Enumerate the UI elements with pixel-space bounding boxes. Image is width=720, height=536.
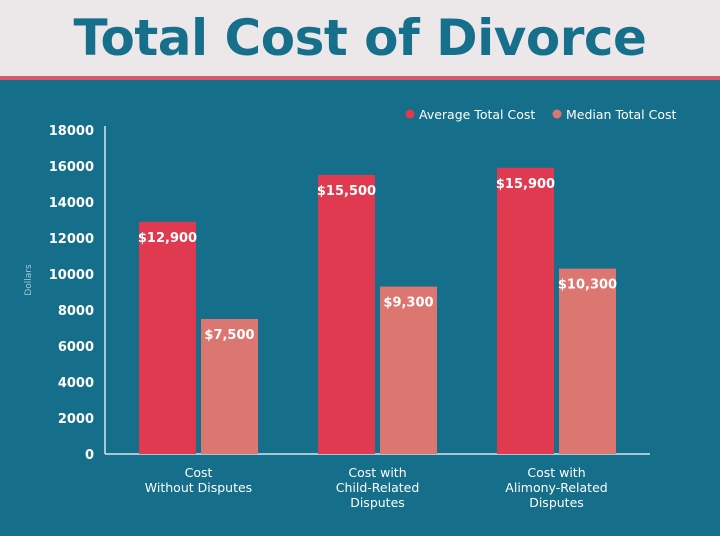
legend-label: Median Total Cost <box>566 107 676 122</box>
y-tick-label: 18000 <box>49 124 94 139</box>
legend-label: Average Total Cost <box>419 107 535 122</box>
title-divider <box>0 76 720 80</box>
x-tick-label: Alimony-Related <box>505 480 607 495</box>
x-tick-label: Child-Related <box>336 480 420 495</box>
bar-average <box>318 175 375 454</box>
y-tick-label: 16000 <box>49 160 94 175</box>
y-axis-label: Dollars <box>24 264 34 296</box>
data-label: $15,900 <box>496 177 555 192</box>
y-tick-label: 14000 <box>49 196 94 211</box>
data-label: $12,900 <box>138 231 197 246</box>
legend-swatch <box>405 109 415 119</box>
x-tick-label: Disputes <box>350 495 405 510</box>
bar-median <box>201 319 258 454</box>
x-tick-label: Cost with <box>348 465 406 480</box>
bar-median <box>380 286 437 454</box>
y-tick-label: 6000 <box>58 340 94 355</box>
y-tick-label: 8000 <box>58 304 94 319</box>
x-tick-label: Cost with <box>527 465 585 480</box>
chart-title: Total Cost of Divorce <box>73 9 647 67</box>
y-tick-label: 0 <box>85 448 94 463</box>
bar-average <box>139 221 196 454</box>
y-tick-label: 4000 <box>58 376 94 391</box>
data-label: $10,300 <box>558 278 617 293</box>
title-band: Total Cost of Divorce <box>0 0 720 76</box>
y-tick-label: 10000 <box>49 268 94 283</box>
data-label: $7,500 <box>204 328 254 343</box>
data-label: $15,500 <box>317 184 376 199</box>
y-tick-label: 2000 <box>58 412 94 427</box>
bar-median <box>559 268 616 454</box>
x-tick-label: Cost <box>185 465 213 480</box>
x-tick-label: Disputes <box>529 495 584 510</box>
bar-average <box>497 167 554 455</box>
legend-swatch <box>552 109 562 119</box>
data-label: $9,300 <box>383 296 433 311</box>
y-tick-label: 12000 <box>49 232 94 247</box>
x-tick-label: Without Disputes <box>145 480 252 495</box>
